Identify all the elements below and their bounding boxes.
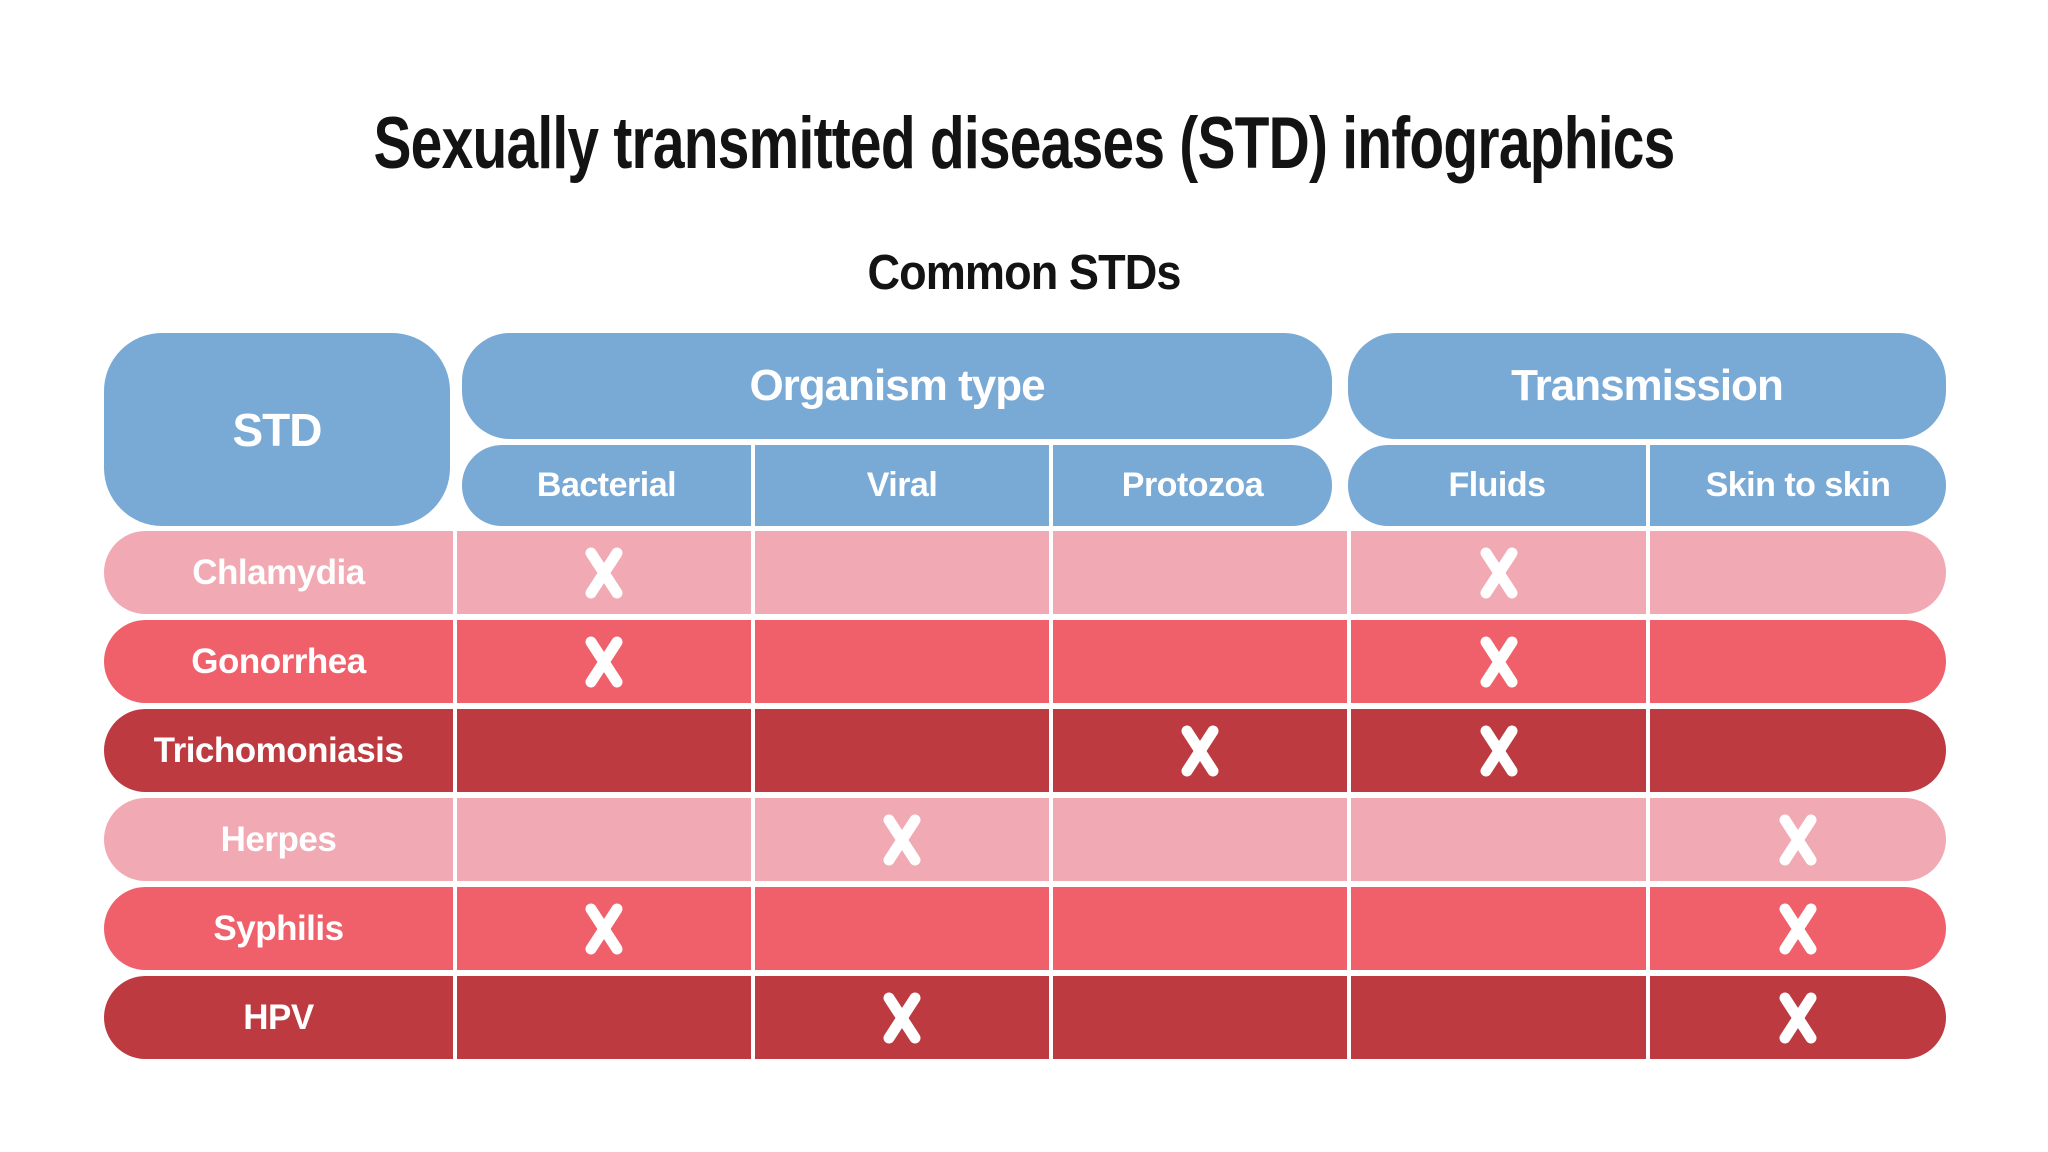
table-cell-chlamydia-fluids (1347, 531, 1646, 614)
table-row-gonorrhea: Gonorrhea (104, 620, 1946, 703)
table-cell-herpes-protozoa (1049, 798, 1347, 881)
x-mark-icon (1480, 547, 1517, 598)
table-cell-trichomoniasis-viral (751, 709, 1049, 792)
column-header-bacterial: Bacterial (536, 466, 677, 504)
row-header-std-name: Syphilis (213, 908, 344, 948)
table-cell-hpv-fluids (1347, 976, 1646, 1059)
column-group-organism-type: Organism type (462, 333, 1332, 439)
table-cell-herpes-fluids (1347, 798, 1646, 881)
row-header-std-name: Chlamydia (192, 552, 365, 592)
section-title: Common STDs (867, 246, 1182, 300)
column-group-transmission: Transmission (1348, 333, 1946, 439)
table-row-trichomoniasis: Trichomoniasis (104, 709, 1946, 792)
row-header-std-name: Gonorrhea (191, 641, 366, 681)
table-cell-syphilis-skin-to-skin (1646, 887, 1946, 970)
table-cell-gonorrhea-bacterial (453, 620, 751, 703)
x-mark-icon (1181, 725, 1219, 776)
x-mark-icon (585, 636, 623, 687)
x-mark-icon (1779, 992, 1817, 1043)
table-cell-syphilis-viral (751, 887, 1049, 970)
row-header-std-name: HPV (243, 997, 314, 1037)
x-mark-icon (585, 547, 623, 598)
table-cell-trichomoniasis-bacterial (453, 709, 751, 792)
subheader-row-transmission: Fluids Skin to skin (1348, 445, 1946, 526)
row-header-std-name: Herpes (220, 819, 337, 859)
table-cell-syphilis-protozoa (1049, 887, 1347, 970)
x-mark-icon (883, 992, 921, 1043)
column-header-skin-to-skin: Skin to skin (1646, 445, 1946, 526)
table-cell-trichomoniasis-fluids (1347, 709, 1646, 792)
table-row-chlamydia: Chlamydia (104, 531, 1946, 614)
x-mark-icon (1480, 636, 1517, 687)
table-cell-hpv-protozoa (1049, 976, 1347, 1059)
table-cell-herpes-skin-to-skin (1646, 798, 1946, 881)
table-cell-hpv-skin-to-skin (1646, 976, 1946, 1059)
x-mark-icon (585, 903, 623, 954)
table-cell-gonorrhea-fluids (1347, 620, 1646, 703)
row-header-std-name: Trichomoniasis (153, 730, 404, 770)
table-rows: Chlamydia Gonorrhea Trichomoniasis Herpes Sy… (104, 531, 1946, 1059)
table-cell-gonorrhea-protozoa (1049, 620, 1347, 703)
table-cell-gonorrhea-viral (751, 620, 1049, 703)
table-cell-syphilis-bacterial (453, 887, 751, 970)
table-row-hpv: HPV (104, 976, 1946, 1059)
x-mark-icon (1480, 725, 1517, 776)
table-cell-trichomoniasis-protozoa (1049, 709, 1347, 792)
table-cell-gonorrhea-skin-to-skin (1646, 620, 1946, 703)
table-cell-chlamydia-viral (751, 531, 1049, 614)
page-title: Sexually transmitted diseases (STD) info… (373, 103, 1675, 184)
x-mark-icon (1779, 903, 1817, 954)
column-header-fluids: Fluids (1448, 466, 1546, 504)
table-cell-trichomoniasis-skin-to-skin (1646, 709, 1946, 792)
table-cell-syphilis-fluids (1347, 887, 1646, 970)
table-row-syphilis: Syphilis (104, 887, 1946, 970)
table-row-herpes: Herpes (104, 798, 1946, 881)
x-mark-icon (1779, 814, 1817, 865)
table-cell-herpes-bacterial (453, 798, 751, 881)
std-table: STD Organism type Transmission Bacterial… (104, 333, 1946, 1060)
column-header-protozoa: Protozoa (1049, 445, 1332, 526)
table-cell-hpv-bacterial (453, 976, 751, 1059)
table-cell-hpv-viral (751, 976, 1049, 1059)
table-cell-chlamydia-protozoa (1049, 531, 1347, 614)
subheader-row-organism: Bacterial Viral Protozoa (462, 445, 1332, 526)
table-cell-chlamydia-skin-to-skin (1646, 531, 1946, 614)
table-corner-header-std: STD (104, 333, 450, 526)
table-cell-chlamydia-bacterial (453, 531, 751, 614)
x-mark-icon (883, 814, 921, 865)
column-header-viral: Viral (751, 445, 1049, 526)
table-cell-herpes-viral (751, 798, 1049, 881)
